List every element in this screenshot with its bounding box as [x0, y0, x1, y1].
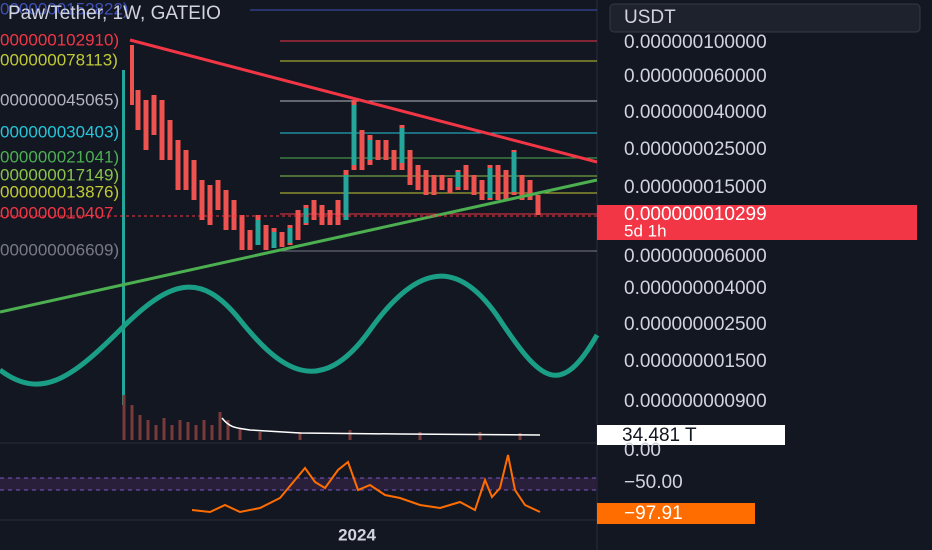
price-tick: 0.000000004000: [624, 278, 767, 299]
fib-label: 000000078113): [0, 50, 118, 69]
current-price: 0.000000010299: [624, 204, 767, 225]
price-tick: 0.000000002500: [624, 314, 767, 335]
sine-wave: [0, 273, 600, 387]
price-tick: 0.000000006000: [624, 246, 767, 267]
fib-label: 000000021041): [0, 147, 119, 166]
price-tick: 0.000000000900: [624, 391, 767, 412]
price-tick: 0.000000100000: [624, 32, 767, 53]
indicator-badge: [597, 503, 755, 524]
candle: [122, 70, 125, 405]
indicator-value: −97.91: [624, 503, 683, 524]
chart-title: Paw/Tether, 1W, GATEIO: [8, 3, 221, 24]
currency[interactable]: USDT: [624, 7, 676, 28]
price-tick: 0.000000025000: [624, 139, 767, 160]
volume-label: 34.481 T: [622, 425, 697, 446]
trendline-upper: [129, 38, 598, 164]
trendline-lower: [0, 178, 598, 314]
fib-label: 000000045065): [0, 90, 119, 109]
candle: [130, 45, 134, 105]
time-label: 2024: [338, 525, 376, 544]
price-tick: 0.000000060000: [624, 66, 767, 87]
fib-label: 000000013876): [0, 182, 119, 201]
fib-label: 0000000152822): [0, 0, 129, 18]
volume-badge: [597, 425, 785, 445]
rsi-band: [0, 478, 597, 490]
countdown: 5d 1h: [624, 221, 667, 240]
fib-label: 000000010407: [0, 203, 113, 222]
volume-ma: [221, 417, 541, 436]
price-tick: 0.000000015000: [624, 177, 767, 198]
fib-label: 000000030403): [0, 122, 119, 141]
price-tick: 0.000000040000: [624, 102, 767, 123]
fib-levels: 0000000152822) 000000102910)000000078113)…: [0, 0, 597, 259]
indicator-tick: −50.00: [624, 472, 683, 493]
price-badge: [597, 205, 917, 240]
rsi-line: [191, 454, 541, 514]
candles: [122, 45, 541, 405]
price-tick: 0.000000001500: [624, 351, 767, 372]
candles-down: [135, 90, 253, 250]
currency-box[interactable]: [609, 3, 921, 33]
fib-label: 000000006609): [0, 240, 119, 259]
volume-bars: [122, 395, 522, 440]
indicator-tick: 0.00: [624, 440, 661, 461]
fib-label: 000000017149): [0, 165, 119, 184]
fib-label: 000000102910): [0, 30, 119, 49]
